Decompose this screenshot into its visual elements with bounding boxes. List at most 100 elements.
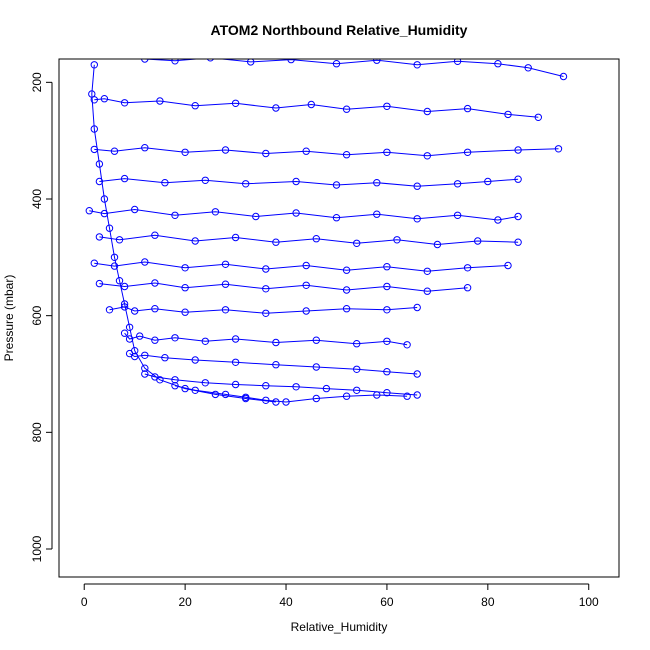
data-point-13-3 — [95, 160, 104, 168]
data-point-4-1 — [100, 209, 109, 218]
data-point-10-10 — [413, 370, 421, 378]
data-point-8-5 — [221, 306, 230, 314]
data-point-7-9 — [423, 287, 431, 295]
data-point-1-11 — [463, 104, 472, 113]
data-point-6-2 — [141, 258, 149, 266]
data-point-0-2 — [206, 59, 214, 62]
data-point-12-9 — [403, 392, 411, 400]
data-point-4-10 — [453, 211, 462, 220]
data-point-2-6 — [302, 147, 310, 155]
data-point-9-7 — [272, 338, 280, 347]
data-point-3-3 — [201, 176, 210, 185]
series-line-6 — [94, 261, 509, 272]
data-point-10-3 — [161, 354, 169, 362]
data-point-3-5 — [292, 177, 300, 186]
data-layer — [85, 59, 568, 406]
data-point-9-11 — [403, 341, 411, 349]
data-point-7-2 — [151, 279, 159, 287]
y-tick-label: 1000 — [30, 535, 44, 562]
data-point-9-0 — [120, 329, 129, 337]
data-point-13-7 — [115, 277, 124, 285]
data-point-5-6 — [312, 235, 320, 243]
data-point-8-8 — [342, 305, 351, 313]
series-line-13 — [91, 64, 276, 403]
data-point-3-11 — [514, 175, 522, 183]
data-point-0-5 — [332, 60, 341, 68]
data-point-1-10 — [423, 107, 431, 116]
data-point-0-11 — [559, 72, 568, 81]
data-point-5-10 — [474, 237, 482, 245]
data-point-0-8 — [453, 59, 462, 65]
data-point-7-6 — [302, 281, 310, 289]
data-point-1-12 — [504, 110, 512, 119]
series-line-3 — [99, 178, 519, 187]
data-point-11-4 — [231, 380, 240, 389]
data-point-4-7 — [332, 214, 341, 222]
data-point-6-11 — [504, 261, 512, 270]
series-line-5 — [99, 234, 519, 246]
x-tick-label: 100 — [579, 595, 599, 609]
data-point-1-7 — [307, 100, 315, 109]
data-point-4-3 — [171, 211, 179, 220]
data-point-8-7 — [302, 307, 310, 315]
data-point-5-0 — [95, 233, 104, 241]
data-point-3-0 — [95, 177, 104, 186]
data-point-0-1 — [171, 59, 179, 65]
data-point-9-4 — [171, 334, 179, 342]
data-point-7-3 — [181, 284, 189, 292]
data-point-4-0 — [85, 207, 94, 215]
data-point-0-6 — [373, 59, 381, 64]
data-point-13-9 — [125, 323, 134, 331]
data-point-10-7 — [312, 363, 320, 371]
data-point-13-6 — [110, 253, 119, 261]
data-point-8-2 — [131, 307, 139, 315]
data-point-12-7 — [342, 392, 351, 400]
data-point-6-7 — [342, 266, 351, 274]
data-point-9-2 — [136, 332, 144, 340]
series-line-4 — [89, 208, 519, 221]
x-axis-label: Relative_Humidity — [291, 620, 388, 634]
data-point-4-2 — [131, 205, 139, 214]
series-line-0 — [144, 59, 564, 77]
y-tick-label: 200 — [30, 72, 44, 92]
data-point-2-3 — [181, 148, 189, 157]
data-point-10-8 — [353, 365, 361, 373]
data-point-10-5 — [231, 358, 240, 366]
data-point-6-5 — [262, 265, 270, 273]
data-point-2-12 — [554, 145, 563, 153]
data-point-3-9 — [453, 180, 462, 188]
data-point-11-3 — [201, 379, 210, 387]
x-tick-label: 20 — [178, 595, 192, 609]
series-line-1 — [94, 98, 539, 118]
data-point-6-4 — [221, 260, 230, 268]
data-point-0-10 — [524, 64, 532, 72]
data-point-11-7 — [322, 384, 331, 393]
data-point-1-6 — [272, 104, 280, 112]
data-point-2-10 — [463, 148, 472, 157]
data-point-4-6 — [292, 209, 300, 217]
data-point-13-11 — [141, 364, 149, 372]
data-point-1-4 — [191, 102, 199, 110]
data-point-2-1 — [110, 147, 119, 155]
series-line-12 — [174, 385, 408, 403]
y-axis-label: Pressure (mbar) — [2, 275, 16, 362]
data-point-2-11 — [514, 146, 522, 154]
data-point-6-9 — [423, 267, 431, 275]
data-point-2-5 — [262, 149, 270, 158]
data-point-0-9 — [494, 60, 502, 68]
data-point-3-6 — [332, 181, 341, 189]
data-point-13-5 — [105, 224, 114, 232]
data-point-9-5 — [201, 337, 210, 345]
data-point-2-4 — [221, 146, 230, 154]
data-point-13-14 — [211, 390, 220, 399]
data-point-6-3 — [181, 264, 189, 272]
data-point-5-5 — [272, 238, 280, 246]
data-point-0-0 — [141, 59, 149, 63]
data-point-8-6 — [262, 309, 270, 317]
y-tick-label: 400 — [30, 189, 44, 209]
data-point-13-2 — [90, 125, 99, 133]
data-point-9-6 — [231, 335, 240, 343]
plot-area — [85, 59, 568, 406]
series-line-7 — [99, 282, 468, 292]
data-point-13-12 — [156, 376, 164, 384]
